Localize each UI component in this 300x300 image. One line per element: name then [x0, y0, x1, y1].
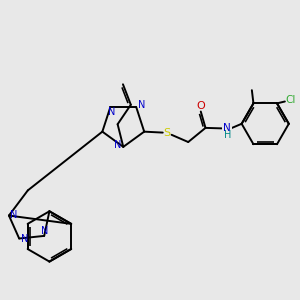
Text: N: N	[114, 140, 122, 150]
Text: N: N	[108, 107, 116, 117]
Text: S: S	[163, 128, 170, 138]
Text: N: N	[10, 210, 18, 220]
Text: N: N	[20, 233, 28, 244]
Text: H: H	[224, 130, 231, 140]
Text: N: N	[138, 100, 145, 110]
Text: O: O	[196, 101, 205, 111]
Text: N: N	[223, 123, 231, 133]
Text: N: N	[41, 226, 49, 236]
Text: Cl: Cl	[285, 95, 296, 105]
